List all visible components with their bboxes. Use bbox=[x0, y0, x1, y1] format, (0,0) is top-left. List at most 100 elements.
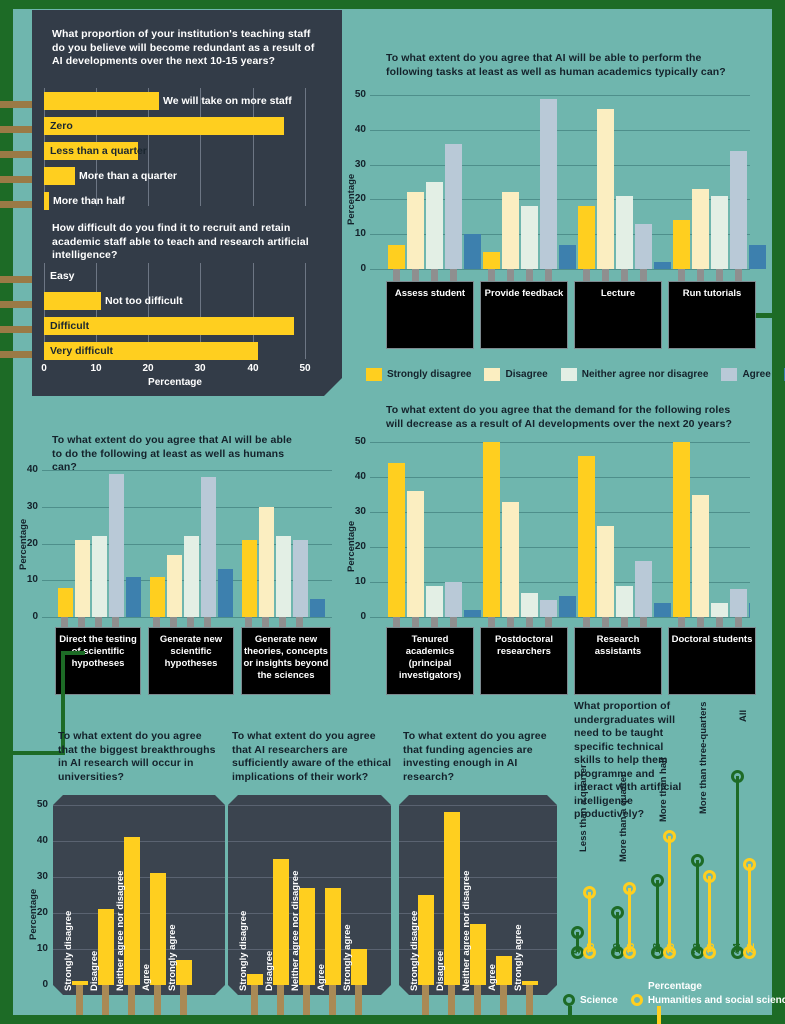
bar-assess-student-strongly-agree bbox=[464, 234, 481, 269]
gridline bbox=[148, 263, 149, 359]
decor-brown-stub bbox=[0, 276, 42, 283]
y-tick: 0 bbox=[360, 263, 366, 274]
bar-generate-theories-strongly-disagree bbox=[242, 539, 257, 617]
lollipop-dot-science bbox=[691, 854, 704, 867]
decor-brown-leg bbox=[526, 985, 533, 1015]
decor-brown-leg bbox=[329, 985, 336, 1015]
bar-generate-theories-neither bbox=[276, 536, 291, 617]
bar-generate-hypotheses-strongly-disagree bbox=[150, 576, 165, 617]
bar-stub bbox=[697, 269, 704, 283]
lollipop-base-humanities bbox=[743, 946, 756, 959]
bar-assess-student-disagree bbox=[407, 192, 424, 269]
plot-area-lollipop bbox=[560, 700, 775, 960]
bar-assess-student-strongly-disagree bbox=[388, 244, 405, 269]
bar-funding-disagree bbox=[444, 812, 460, 985]
lollipop-dot-science bbox=[611, 906, 624, 919]
bar-inline-label: Strongly agree bbox=[167, 924, 178, 991]
y-axis-label: Percentage bbox=[18, 518, 29, 570]
decor-brown-stub bbox=[0, 151, 42, 158]
lollipop-base-science bbox=[691, 946, 704, 959]
bar-zero bbox=[44, 117, 284, 135]
gridline bbox=[370, 130, 750, 131]
connector-line bbox=[756, 313, 785, 318]
y-tick: 30 bbox=[354, 506, 366, 517]
lollipop-value-science: 23 bbox=[692, 942, 703, 954]
bar-provide-feedback-agree bbox=[540, 98, 557, 269]
bar-breakthroughs-strongly-agree bbox=[176, 959, 192, 985]
bar-stub bbox=[735, 617, 742, 629]
bar-stub bbox=[78, 617, 85, 629]
x-tick: 40 bbox=[247, 363, 259, 374]
bar-label: More than half bbox=[53, 195, 125, 207]
lollipop-category-label: More than half bbox=[658, 757, 669, 822]
lollipop-stem-science bbox=[736, 776, 739, 952]
lollipop-stem-science bbox=[616, 912, 619, 952]
bar-stub bbox=[393, 269, 400, 283]
x-axis-label-lollipop: Percentage bbox=[648, 981, 702, 992]
bar-ethics-agree bbox=[325, 887, 341, 985]
lollipop-base-science bbox=[571, 946, 584, 959]
bar-run-tutorials-disagree bbox=[692, 189, 709, 269]
bar-stub bbox=[735, 269, 742, 283]
bar-stub bbox=[678, 617, 685, 629]
bar-less-than-a-quarter bbox=[44, 142, 138, 160]
bar-label: We will take on more staff bbox=[163, 95, 292, 107]
decor-brown-stub bbox=[0, 301, 42, 308]
bar-tenured-strongly-agree bbox=[464, 610, 481, 617]
y-axis-label: Percentage bbox=[346, 173, 357, 225]
decor-brown-leg bbox=[355, 985, 362, 1015]
decor-brown-leg bbox=[474, 985, 481, 1015]
bar-assess-student-neither bbox=[426, 182, 443, 269]
gridline bbox=[228, 805, 391, 806]
lollipop-stem-humanities bbox=[748, 864, 751, 952]
legend-label: Neither agree nor disagree bbox=[581, 369, 709, 380]
y-tick: 20 bbox=[36, 907, 48, 918]
y-tick: 20 bbox=[26, 538, 38, 549]
lollipop-category-label: More than three-quarters bbox=[698, 701, 709, 814]
decor-brown-leg bbox=[448, 985, 455, 1015]
bar-stub bbox=[507, 269, 514, 283]
bar-stub bbox=[697, 617, 704, 629]
bar-ethics-strongly-disagree bbox=[247, 974, 263, 985]
bar-more-than-half bbox=[44, 192, 49, 210]
decor-brown-leg bbox=[251, 985, 258, 1015]
bar-postdoc-disagree bbox=[502, 501, 519, 617]
chart-title-ai-tasks: To what extent do you agree that AI will… bbox=[386, 52, 726, 78]
bar-doctoral-disagree bbox=[692, 494, 709, 617]
lollipop-dot-humanities bbox=[703, 870, 716, 883]
y-tick: 30 bbox=[354, 159, 366, 170]
bar-direct-testing-agree bbox=[109, 473, 124, 617]
category-box-postdoctoral: Postdoctoral researchers bbox=[480, 627, 568, 695]
bar-label: Difficult bbox=[50, 320, 90, 332]
chart-title-recruit-retain: How difficult do you find it to recruit … bbox=[52, 222, 309, 261]
bar-label: More than a quarter bbox=[79, 170, 178, 182]
gridline bbox=[305, 263, 306, 359]
y-tick: 0 bbox=[42, 979, 48, 990]
legend-label-science: Science bbox=[580, 994, 618, 1006]
bar-generate-theories-disagree bbox=[259, 506, 274, 617]
chart-title-breakthroughs: To what extent do you agree that the big… bbox=[58, 730, 216, 783]
bar-stub bbox=[545, 269, 552, 283]
bar-stub bbox=[507, 617, 514, 629]
plot-area-demand-roles bbox=[370, 442, 750, 617]
plot-area-ai-tasks bbox=[370, 95, 766, 269]
decor-brown-stub bbox=[0, 351, 42, 358]
chart-title-demand-roles: To what extent do you agree that the dem… bbox=[386, 404, 733, 430]
category-box-doctoral-students: Doctoral students bbox=[668, 627, 756, 695]
decor-brown-stub bbox=[0, 176, 42, 183]
bar-label: Very difficult bbox=[50, 345, 114, 357]
decor-brown-stub bbox=[0, 101, 42, 108]
y-axis-label: Percentage bbox=[346, 520, 357, 572]
bar-inline-label: Agree bbox=[487, 964, 498, 991]
decor-brown-leg bbox=[154, 985, 161, 1015]
bar-generate-hypotheses-strongly-agree bbox=[218, 569, 233, 617]
legend-swatch-disagree bbox=[484, 368, 501, 381]
bar-stub bbox=[640, 617, 647, 629]
connector-line bbox=[61, 651, 85, 655]
lollipop-dot-science bbox=[571, 926, 584, 939]
gridline bbox=[370, 512, 750, 513]
y-tick: 10 bbox=[36, 943, 48, 954]
bar-stub bbox=[450, 617, 457, 629]
lollipop-stem-humanities bbox=[628, 888, 631, 952]
